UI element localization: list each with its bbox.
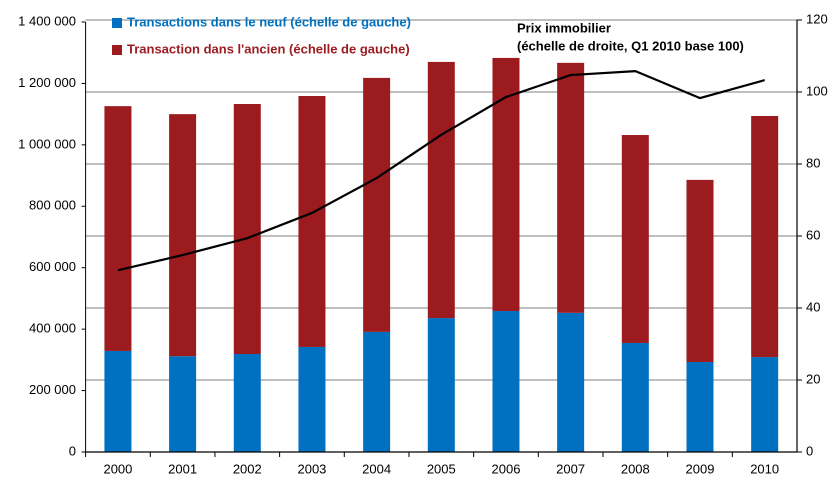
y2-tick-label: 80 (806, 155, 820, 170)
y-tick-label: 800 000 (29, 198, 76, 213)
bar (492, 57, 520, 312)
bar (686, 179, 714, 363)
price-line (117, 70, 765, 272)
y2-tick-label: 20 (806, 371, 820, 386)
y2-tick-label: 100 (806, 83, 828, 98)
y-tick-label: 400 000 (29, 321, 76, 336)
annotation: (échelle de droite, Q1 2010 base 100) (517, 38, 744, 53)
bar (492, 311, 520, 452)
bar (751, 115, 779, 358)
bar (621, 135, 649, 343)
legend-swatch (112, 45, 122, 55)
bar (169, 114, 197, 357)
legend-label: Transaction dans l'ancien (échelle de ga… (127, 41, 410, 56)
legend-label: Transactions dans le neuf (échelle de ga… (127, 14, 411, 29)
x-tick-label: 2000 (103, 461, 132, 476)
y-tick-label: 1 400 000 (18, 13, 76, 28)
annotation: Prix immobilier (517, 20, 611, 35)
bar (751, 357, 779, 452)
bar (621, 342, 649, 452)
bar (557, 62, 585, 313)
bar (298, 346, 326, 452)
y2-tick-label: 120 (806, 11, 828, 26)
x-tick-label: 2004 (362, 461, 391, 476)
bar (233, 354, 261, 452)
bar (363, 77, 391, 332)
x-tick-label: 2010 (750, 461, 779, 476)
bar (104, 350, 132, 452)
y-tick-label: 600 000 (29, 259, 76, 274)
bar (233, 104, 261, 355)
bar (427, 61, 455, 319)
x-tick-label: 2003 (297, 461, 326, 476)
y2-tick-label: 60 (806, 227, 820, 242)
bar (169, 356, 197, 452)
x-tick-label: 2002 (233, 461, 262, 476)
x-tick-label: 2001 (168, 461, 197, 476)
y-tick-label: 200 000 (29, 382, 76, 397)
bar (298, 96, 326, 347)
bar (686, 362, 714, 452)
y2-tick-label: 40 (806, 299, 820, 314)
x-tick-label: 2005 (427, 461, 456, 476)
bar (557, 312, 585, 452)
y2-tick-label: 0 (806, 443, 813, 458)
x-tick-label: 2007 (556, 461, 585, 476)
x-tick-label: 2008 (621, 461, 650, 476)
y-tick-label: 1 200 000 (18, 75, 76, 90)
bar (104, 106, 132, 351)
bar (363, 331, 391, 452)
x-tick-label: 2006 (492, 461, 521, 476)
legend-swatch (112, 18, 122, 28)
y-tick-label: 1 000 000 (18, 136, 76, 151)
bar (427, 318, 455, 452)
y-tick-label: 0 (69, 443, 76, 458)
x-tick-label: 2009 (686, 461, 715, 476)
